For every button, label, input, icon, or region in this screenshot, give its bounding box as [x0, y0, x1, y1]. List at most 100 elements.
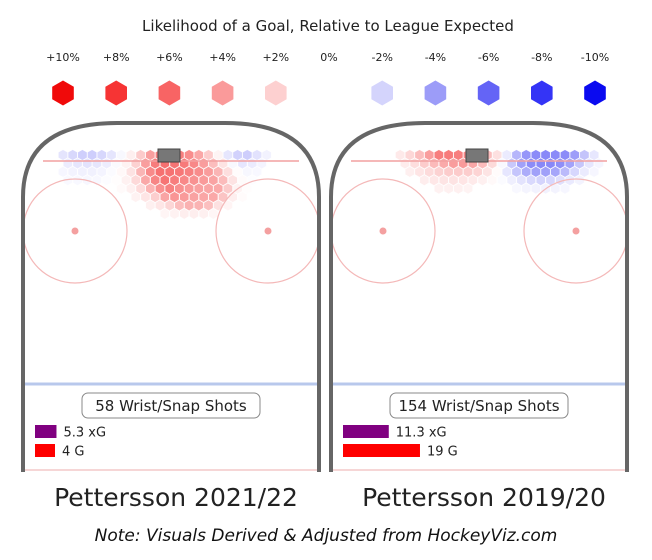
- heat-cell: [448, 157, 459, 169]
- heat-cell: [77, 149, 88, 161]
- heat-cell: [189, 174, 199, 186]
- heat-cell: [174, 166, 185, 178]
- heat-cell: [121, 157, 131, 169]
- heat-cell: [405, 166, 415, 178]
- heat-cell: [487, 157, 497, 169]
- heat-cell: [257, 157, 267, 169]
- heat-cell: [198, 174, 209, 186]
- goals-bar: [35, 444, 55, 457]
- heat-cell: [101, 157, 112, 169]
- goal-net: [157, 148, 181, 163]
- heat-cell: [145, 199, 156, 211]
- heat-cell: [126, 149, 136, 161]
- heat-cell: [218, 191, 228, 203]
- heat-cell: [560, 166, 570, 178]
- heat-cell: [116, 149, 127, 161]
- heat-cell: [135, 149, 146, 161]
- heat-cell: [409, 157, 420, 169]
- heat-cell: [506, 174, 517, 186]
- heat-cell: [198, 208, 209, 220]
- goals-label: 4 G: [62, 445, 84, 460]
- heat-cell: [434, 183, 444, 195]
- heat-cell: [521, 149, 531, 161]
- heat-cell: [145, 166, 156, 178]
- heat-cell: [218, 157, 228, 169]
- heat-cell: [155, 166, 165, 178]
- heat-cell: [208, 208, 219, 220]
- heat-cell: [526, 157, 536, 169]
- heat-cell: [400, 157, 410, 169]
- heat-cell: [242, 166, 253, 178]
- scale-label: -10%: [581, 51, 609, 64]
- heat-cell: [252, 149, 262, 161]
- heat-cell: [63, 174, 73, 186]
- heat-cell: [126, 183, 136, 195]
- heat-cell: [169, 174, 180, 186]
- heat-cell: [458, 174, 468, 186]
- heat-cell: [463, 166, 473, 178]
- heat-cell: [223, 166, 233, 178]
- heat-cell: [565, 157, 575, 169]
- heat-cell: [174, 183, 185, 195]
- rink-boards: [329, 121, 629, 472]
- heat-cell: [164, 183, 175, 195]
- heat-cell: [106, 166, 117, 178]
- heat-cell: [72, 157, 83, 169]
- heat-cell: [506, 157, 517, 169]
- heat-cell: [232, 166, 243, 178]
- heat-cell: [63, 157, 73, 169]
- heat-cell: [242, 149, 253, 161]
- heat-cell: [579, 166, 590, 178]
- heat-cell: [77, 166, 88, 178]
- heat-cell: [213, 183, 224, 195]
- heat-cell: [247, 157, 257, 169]
- heat-cell: [58, 149, 68, 161]
- scale-label: -2%: [371, 51, 392, 64]
- heat-cell: [419, 174, 430, 186]
- heat-cell: [203, 183, 214, 195]
- heat-cell: [150, 191, 160, 203]
- heat-cell: [87, 149, 97, 161]
- heat-cell: [237, 191, 248, 203]
- scale-label: -6%: [478, 51, 499, 64]
- faceoff-dot: [71, 227, 79, 235]
- heat-cell: [569, 149, 580, 161]
- heat-cell: [96, 149, 107, 161]
- heat-cell: [193, 149, 204, 161]
- goal-net: [465, 148, 489, 163]
- scale-label: -8%: [531, 51, 552, 64]
- heat-cell: [223, 149, 233, 161]
- heat-cell: [193, 183, 204, 195]
- player-season-title: Pettersson 2021/22: [54, 483, 298, 512]
- heat-cell: [160, 191, 170, 203]
- heat-cell: [492, 166, 502, 178]
- heat-cell: [208, 174, 219, 186]
- heat-cell: [208, 157, 219, 169]
- heat-cell: [179, 174, 190, 186]
- heat-cell: [395, 149, 405, 161]
- heat-cell: [574, 157, 585, 169]
- heat-cell: [96, 166, 107, 178]
- heat-cell: [126, 166, 136, 178]
- heat-cell: [237, 157, 248, 169]
- shot-summary: 58 Wrist/Snap Shots: [95, 397, 247, 415]
- goals-label: 19 G: [427, 445, 458, 460]
- heat-cell: [405, 149, 415, 161]
- heat-cell: [174, 199, 185, 211]
- heat-cell: [555, 157, 565, 169]
- heat-cell: [434, 166, 444, 178]
- heat-cell: [516, 174, 527, 186]
- scale-swatch: [52, 80, 74, 106]
- heat-cell: [111, 157, 122, 169]
- heat-cell: [574, 174, 585, 186]
- heat-cell: [516, 157, 527, 169]
- heat-cell: [521, 183, 531, 195]
- scale-label: +8%: [103, 51, 130, 64]
- heat-cell: [569, 166, 580, 178]
- scale-label: +6%: [156, 51, 183, 64]
- heat-cell: [453, 149, 464, 161]
- heat-cell: [492, 149, 502, 161]
- heat-cell: [232, 149, 243, 161]
- scale-label: -4%: [425, 51, 446, 64]
